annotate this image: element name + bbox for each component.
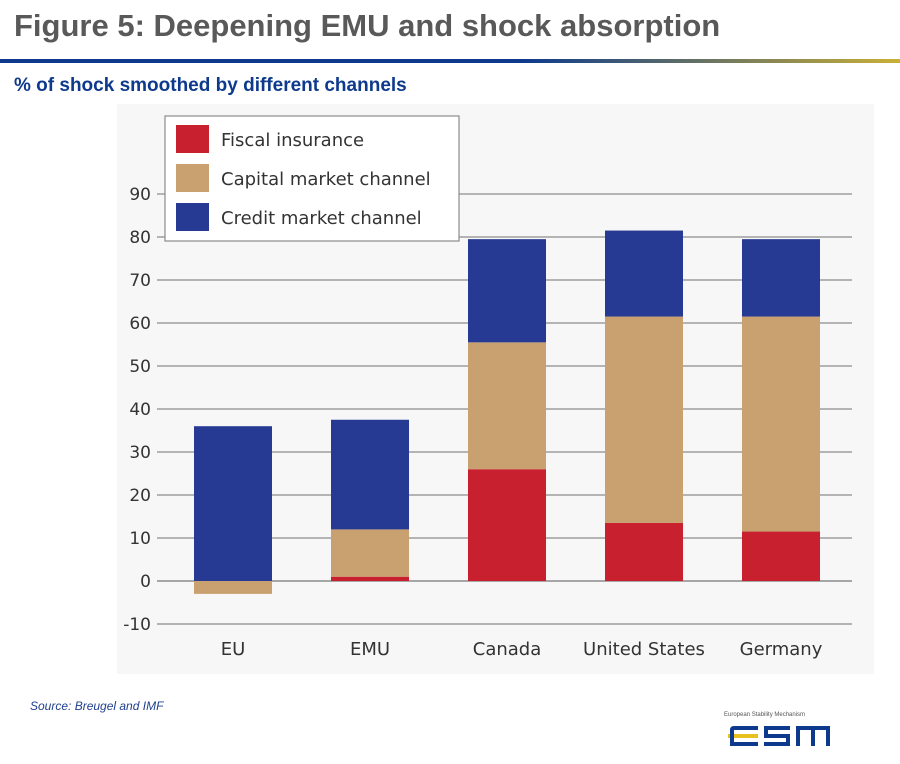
legend: Fiscal insurance Capital market channel Cr… <box>164 115 460 242</box>
bar-segment <box>605 316 683 523</box>
y-tick-label: 80 <box>129 228 151 248</box>
y-tick-label: 90 <box>129 185 151 205</box>
esm-logo: European Stability Mechanism <box>724 712 864 756</box>
chart-subtitle: % of shock smoothed by different channel… <box>14 75 407 96</box>
bar-segment <box>468 239 546 343</box>
legend-box <box>164 115 460 242</box>
bar-segment <box>194 581 272 594</box>
chart-panel: -10 0 10 20 30 40 50 60 70 80 90 EU EMU Canada United… <box>117 104 874 674</box>
bar-segment <box>331 529 409 577</box>
y-tick-label: 20 <box>129 486 151 506</box>
stacked-bar-chart: -10 0 10 20 30 40 50 60 70 80 90 EU EMU Canada United… <box>123 115 852 660</box>
y-tick-label: 50 <box>129 357 151 377</box>
y-tick-label: -10 <box>123 615 151 635</box>
y-tick-label: 0 <box>140 572 151 592</box>
x-tick-label: Canada <box>473 639 542 660</box>
y-tick-label: 40 <box>129 400 151 420</box>
bar-segment <box>194 426 272 581</box>
bar-segment <box>742 316 820 532</box>
x-tick-label: EMU <box>350 639 390 660</box>
y-tick-label: 70 <box>129 271 151 291</box>
legend-swatch <box>176 125 209 153</box>
bar-segment <box>468 342 546 470</box>
source-note: Source: Breugel and IMF <box>30 699 164 713</box>
x-axis-ticks: EU EMU Canada United States Germany <box>221 639 823 660</box>
x-tick-label: Germany <box>740 639 823 660</box>
legend-swatch <box>176 164 209 192</box>
bar-segment <box>331 576 409 581</box>
legend-swatch <box>176 203 209 231</box>
legend-label: Credit market channel <box>221 208 422 229</box>
page-title: Figure 5: Deepening EMU and shock absorp… <box>14 8 721 43</box>
bar-segment <box>605 230 683 317</box>
x-tick-label: EU <box>221 639 246 660</box>
bar-segment <box>605 522 683 581</box>
y-axis-ticks: -10 0 10 20 30 40 50 60 70 80 90 <box>123 185 151 635</box>
bar-segment <box>742 239 820 317</box>
bar-layer <box>194 230 820 594</box>
esm-logo-mark <box>728 726 830 746</box>
bar-segment <box>331 419 409 530</box>
bar-segment <box>742 531 820 581</box>
title-rule <box>0 59 900 63</box>
x-tick-label: United States <box>583 639 705 660</box>
legend-label: Fiscal insurance <box>221 130 364 151</box>
legend-label: Capital market channel <box>221 169 431 190</box>
y-tick-label: 10 <box>129 529 151 549</box>
y-tick-label: 60 <box>129 314 151 334</box>
bar-segment <box>468 469 546 581</box>
logo-caption: European Stability Mechanism <box>724 712 806 718</box>
y-tick-label: 30 <box>129 443 151 463</box>
